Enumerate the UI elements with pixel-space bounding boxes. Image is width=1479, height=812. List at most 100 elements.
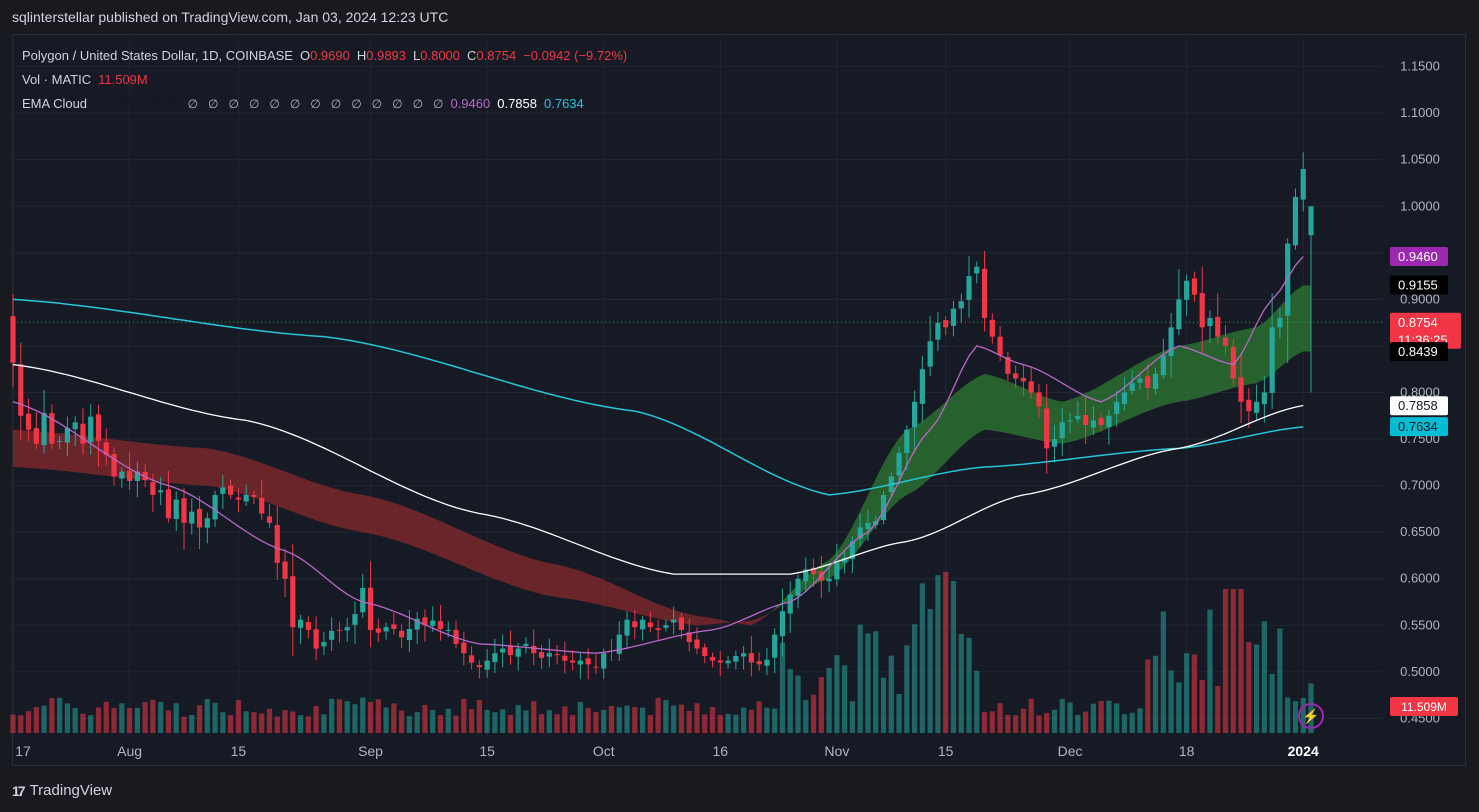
volume-bar-91: [717, 715, 723, 733]
volume-bar-95: [748, 709, 754, 733]
volume-bar-144: [1129, 712, 1135, 733]
published-caption: sqlinterstellar published on TradingView…: [12, 9, 449, 25]
volume-bar-66: [523, 710, 529, 733]
volume-bar-63: [500, 709, 506, 733]
volume-bar-141: [1106, 700, 1112, 733]
volume-bar-100: [787, 669, 793, 733]
volume-bar-31: [251, 712, 257, 733]
ema-short-value: 0.9460: [450, 96, 491, 111]
volume-bar-80: [632, 707, 638, 733]
candle-body-93: [733, 655, 739, 662]
volume-bar-161: [1261, 621, 1267, 733]
volume-bar-10: [88, 715, 94, 733]
candle-body-4: [41, 412, 47, 446]
candle-body-123: [966, 276, 972, 300]
tag-volume-text: 11.509M: [1401, 700, 1447, 714]
candle-body-103: [810, 567, 817, 575]
volume-bar-5: [49, 698, 55, 733]
candle-body-97: [764, 659, 770, 666]
candle-body-73: [577, 660, 583, 665]
close-value: 0.8754: [476, 48, 517, 63]
ema-empty-4: ∅: [269, 97, 280, 111]
y-tick-11: 0.6000: [1400, 571, 1440, 586]
legend-symbol-row[interactable]: Polygon / United States Dollar, 1D, COIN…: [22, 44, 627, 68]
volume-bar-82: [647, 715, 653, 733]
candle-body-64: [507, 646, 514, 656]
volume-bar-19: [158, 702, 164, 733]
candle-body-150: [1176, 299, 1182, 330]
candle-body-125: [981, 268, 988, 319]
candle-body-16: [134, 471, 140, 481]
volume-bar-93: [733, 714, 739, 733]
candle-body-92: [725, 660, 731, 664]
tag-ema-long-text: 0.7634: [1398, 419, 1438, 434]
ema-empty-6: ∅: [310, 97, 321, 111]
ema-empty-0: ∅: [187, 97, 199, 111]
cloud-bullish: [766, 285, 1311, 616]
volume-bar-121: [950, 580, 957, 733]
y-tick-13: 0.5000: [1400, 664, 1440, 679]
lightning-icon[interactable]: ⚡: [1298, 703, 1324, 729]
candle-body-112: [880, 494, 887, 521]
candle-body-21: [173, 499, 179, 519]
volume-bar-79: [624, 705, 630, 733]
ema-value-1: 0.9155: [94, 96, 134, 111]
volume-bar-56: [445, 708, 451, 733]
candle-body-158: [1238, 377, 1244, 402]
volume-bar-158: [1238, 589, 1244, 733]
candle-body-159: [1246, 399, 1252, 412]
candle-body-61: [484, 660, 490, 670]
candle-body-10: [88, 416, 94, 443]
candle-body-129: [1013, 373, 1019, 379]
open-label: O: [299, 48, 311, 63]
volume-bar-73: [577, 701, 583, 733]
legend-volume-row[interactable]: Vol · MATIC 11.509M: [22, 68, 627, 92]
volume-bar-94: [741, 707, 747, 733]
candle-body-91: [717, 660, 723, 663]
volume-bar-119: [935, 575, 941, 733]
candles: [10, 152, 1314, 680]
volume-bar-55: [437, 715, 444, 733]
volume-bar-109: [857, 624, 863, 733]
volume-bar-108: [849, 701, 856, 733]
volume-bar-155: [1215, 685, 1221, 733]
candle-body-26: [212, 494, 218, 520]
volume-bar-151: [1184, 653, 1190, 733]
tradingview-logo-icon: 17: [12, 782, 26, 799]
volume-bar-51: [406, 716, 412, 733]
candle-body-36: [290, 576, 296, 628]
candle-body-148: [1160, 355, 1166, 376]
x-tick-10: 18: [1179, 743, 1195, 759]
x-tick-2: 15: [231, 743, 247, 759]
candle-body-143: [1121, 392, 1128, 405]
candle-body-33: [266, 516, 273, 523]
candle-body-11: [95, 414, 102, 441]
candle-body-136: [1067, 420, 1073, 422]
volume-bar-16: [134, 707, 140, 733]
candle-body-102: [803, 569, 809, 582]
footer-brand[interactable]: 17 TradingView: [12, 782, 112, 799]
volume-bar-83: [655, 697, 661, 733]
candle-body-63: [500, 648, 506, 653]
volume-bar-137: [1075, 714, 1081, 733]
candle-body-49: [391, 624, 397, 629]
legend-ema-row[interactable]: EMA Cloud 0.9155 0.8439 ∅ ∅ ∅ ∅ ∅ ∅ ∅ ∅ ∅ ∅ ∅ ∅ ∅ 0.…: [22, 92, 627, 116]
volume-bar-39: [313, 706, 319, 733]
candle-body-121: [950, 308, 957, 326]
volume-bar-32: [259, 713, 265, 733]
volume-bar-145: [1137, 708, 1143, 733]
volume-bar-113: [888, 655, 894, 733]
candle-body-54: [430, 620, 436, 626]
candle-body-28: [228, 485, 234, 495]
candle-body-20: [165, 489, 172, 519]
y-tick-9: 0.7000: [1400, 478, 1440, 493]
volume-bar-122: [958, 633, 964, 733]
ema-empty-11: ∅: [412, 97, 424, 111]
candle-body-95: [748, 653, 754, 663]
candle-body-108: [849, 541, 856, 559]
volume-bar-34: [274, 716, 280, 733]
tag-cloud-top: 0.9155: [1390, 275, 1448, 295]
candle-body-80: [632, 621, 638, 628]
candle-body-27: [220, 487, 226, 494]
